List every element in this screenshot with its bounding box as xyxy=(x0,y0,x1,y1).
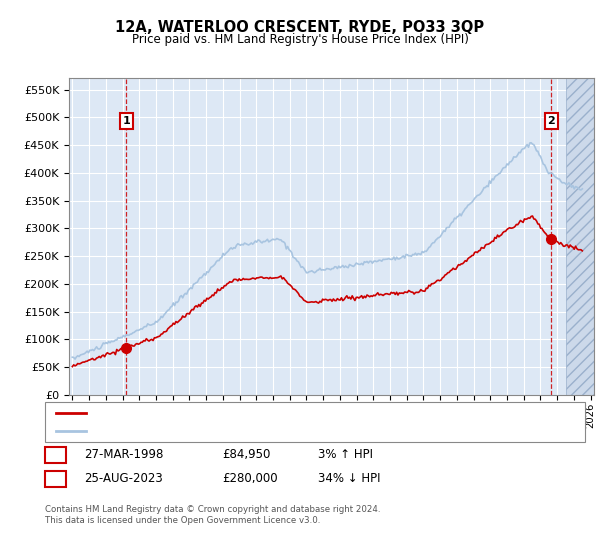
Bar xyxy=(566,78,594,395)
Text: HPI: Average price, detached house, Isle of Wight: HPI: Average price, detached house, Isle… xyxy=(92,426,362,436)
Text: Contains HM Land Registry data © Crown copyright and database right 2024.
This d: Contains HM Land Registry data © Crown c… xyxy=(45,505,380,525)
Text: 12A, WATERLOO CRESCENT, RYDE, PO33 3QP (detached house): 12A, WATERLOO CRESCENT, RYDE, PO33 3QP (… xyxy=(92,408,439,418)
Text: £84,950: £84,950 xyxy=(222,448,271,461)
Text: 2: 2 xyxy=(547,116,555,126)
Text: 25-AUG-2023: 25-AUG-2023 xyxy=(84,472,163,486)
Text: 1: 1 xyxy=(52,448,60,461)
Text: 2: 2 xyxy=(52,472,60,486)
Text: 1: 1 xyxy=(122,116,130,126)
Text: 12A, WATERLOO CRESCENT, RYDE, PO33 3QP: 12A, WATERLOO CRESCENT, RYDE, PO33 3QP xyxy=(115,20,485,35)
Text: 3% ↑ HPI: 3% ↑ HPI xyxy=(318,448,373,461)
Text: 34% ↓ HPI: 34% ↓ HPI xyxy=(318,472,380,486)
Text: £280,000: £280,000 xyxy=(222,472,278,486)
Text: 27-MAR-1998: 27-MAR-1998 xyxy=(84,448,163,461)
Text: Price paid vs. HM Land Registry's House Price Index (HPI): Price paid vs. HM Land Registry's House … xyxy=(131,32,469,46)
